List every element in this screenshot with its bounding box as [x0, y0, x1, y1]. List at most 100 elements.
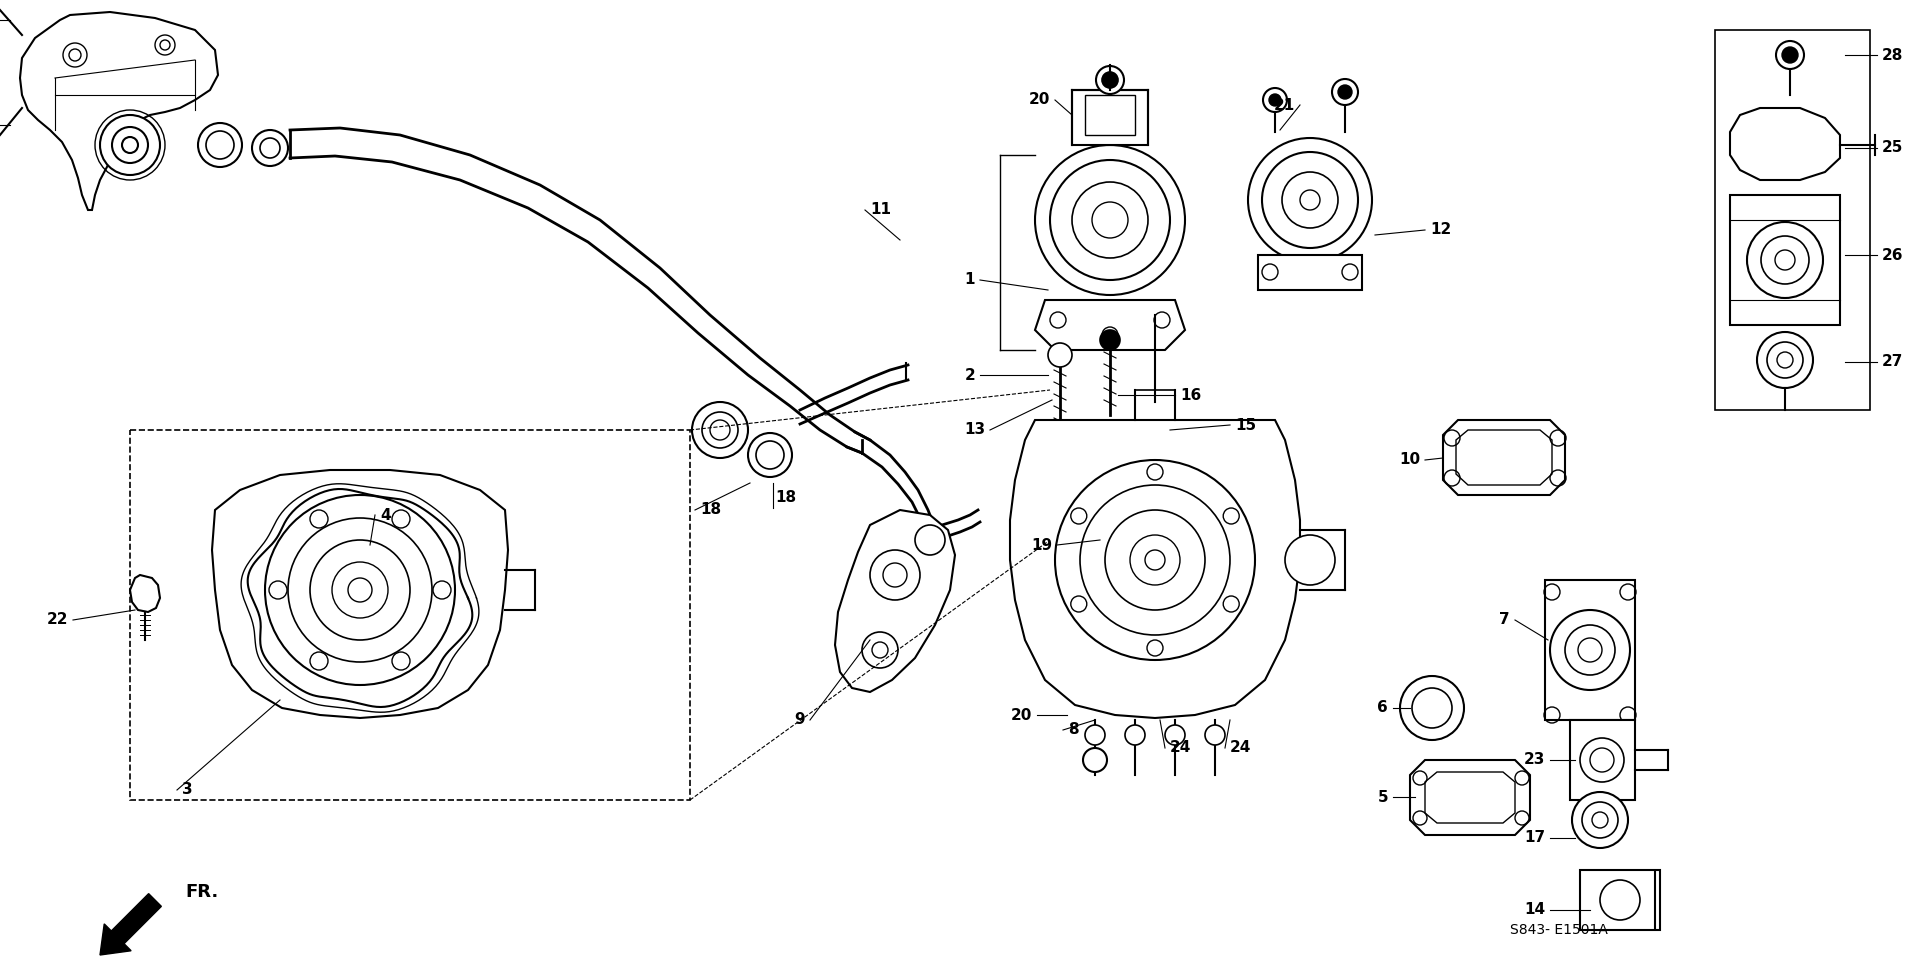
Text: 4: 4: [380, 507, 390, 523]
Text: 23: 23: [1524, 753, 1546, 767]
Circle shape: [1223, 596, 1238, 612]
Text: 7: 7: [1500, 613, 1509, 627]
Circle shape: [691, 402, 749, 458]
Polygon shape: [1455, 430, 1551, 485]
Text: 26: 26: [1882, 247, 1903, 263]
Circle shape: [1071, 508, 1087, 524]
Circle shape: [1096, 66, 1123, 94]
Polygon shape: [1409, 760, 1530, 835]
Circle shape: [1071, 596, 1087, 612]
Circle shape: [1400, 676, 1463, 740]
Circle shape: [1269, 94, 1281, 106]
Circle shape: [1146, 464, 1164, 480]
Polygon shape: [835, 510, 954, 692]
Text: 16: 16: [1181, 387, 1202, 403]
Circle shape: [63, 43, 86, 67]
Bar: [1085, 95, 1135, 135]
Circle shape: [309, 510, 328, 528]
Text: 2: 2: [964, 367, 975, 383]
Text: S843- E1501A: S843- E1501A: [1509, 923, 1607, 937]
Text: 20: 20: [1010, 708, 1033, 722]
Polygon shape: [1444, 420, 1565, 495]
Circle shape: [1035, 145, 1185, 295]
Text: FR.: FR.: [184, 883, 219, 901]
Text: 5: 5: [1377, 789, 1388, 805]
Text: 10: 10: [1400, 453, 1421, 467]
Circle shape: [1050, 312, 1066, 328]
Text: 13: 13: [964, 423, 985, 437]
Circle shape: [392, 652, 411, 670]
Circle shape: [1776, 41, 1805, 69]
Circle shape: [1284, 535, 1334, 585]
Circle shape: [1102, 327, 1117, 343]
Polygon shape: [1035, 300, 1185, 350]
Circle shape: [1146, 640, 1164, 656]
FancyArrow shape: [100, 894, 161, 955]
Circle shape: [392, 510, 411, 528]
Circle shape: [252, 130, 288, 166]
Circle shape: [1223, 508, 1238, 524]
Bar: [1571, 720, 1636, 800]
Text: 8: 8: [1068, 722, 1079, 737]
Circle shape: [1572, 792, 1628, 848]
Circle shape: [1083, 748, 1108, 772]
Circle shape: [1342, 264, 1357, 280]
Polygon shape: [211, 470, 509, 718]
Bar: [1071, 90, 1148, 145]
Circle shape: [198, 123, 242, 167]
Text: 1: 1: [964, 272, 975, 288]
Circle shape: [111, 127, 148, 163]
Text: 28: 28: [1882, 48, 1903, 62]
Text: 18: 18: [701, 503, 722, 518]
Circle shape: [434, 581, 451, 599]
Polygon shape: [1425, 772, 1515, 823]
Text: 24: 24: [1231, 740, 1252, 756]
Polygon shape: [19, 12, 219, 210]
Text: 9: 9: [795, 713, 804, 728]
Bar: [1580, 870, 1661, 930]
Circle shape: [156, 35, 175, 55]
Circle shape: [1048, 343, 1071, 367]
Text: 15: 15: [1235, 417, 1256, 433]
Circle shape: [749, 433, 791, 477]
Circle shape: [1165, 725, 1185, 745]
Circle shape: [1125, 725, 1144, 745]
Bar: [1258, 255, 1361, 290]
Text: 3: 3: [182, 783, 192, 798]
Text: 22: 22: [46, 613, 67, 627]
Polygon shape: [1010, 420, 1300, 718]
Text: 20: 20: [1029, 92, 1050, 107]
Text: 24: 24: [1169, 740, 1192, 756]
Circle shape: [1757, 332, 1812, 388]
Circle shape: [123, 137, 138, 153]
Text: 18: 18: [776, 490, 797, 505]
Circle shape: [1085, 725, 1106, 745]
Text: 21: 21: [1273, 98, 1294, 112]
Polygon shape: [131, 575, 159, 612]
Text: 14: 14: [1524, 902, 1546, 918]
Circle shape: [269, 581, 286, 599]
Circle shape: [1102, 72, 1117, 88]
Text: 19: 19: [1031, 537, 1052, 552]
Circle shape: [1100, 330, 1119, 350]
Circle shape: [1332, 79, 1357, 105]
Text: 6: 6: [1377, 700, 1388, 715]
Circle shape: [1338, 85, 1352, 99]
Bar: [1715, 30, 1870, 410]
Circle shape: [100, 115, 159, 175]
Text: 25: 25: [1882, 141, 1903, 155]
Circle shape: [1248, 138, 1373, 262]
Bar: [131, 430, 689, 800]
Text: 12: 12: [1430, 222, 1452, 238]
Bar: [1730, 195, 1839, 325]
Circle shape: [1782, 47, 1797, 63]
Circle shape: [1154, 312, 1169, 328]
Circle shape: [309, 652, 328, 670]
Text: 17: 17: [1524, 830, 1546, 846]
Circle shape: [1261, 264, 1279, 280]
Polygon shape: [1730, 108, 1839, 180]
Bar: [1546, 580, 1636, 720]
Circle shape: [1263, 88, 1286, 112]
Text: 27: 27: [1882, 355, 1903, 369]
Text: 11: 11: [870, 202, 891, 218]
